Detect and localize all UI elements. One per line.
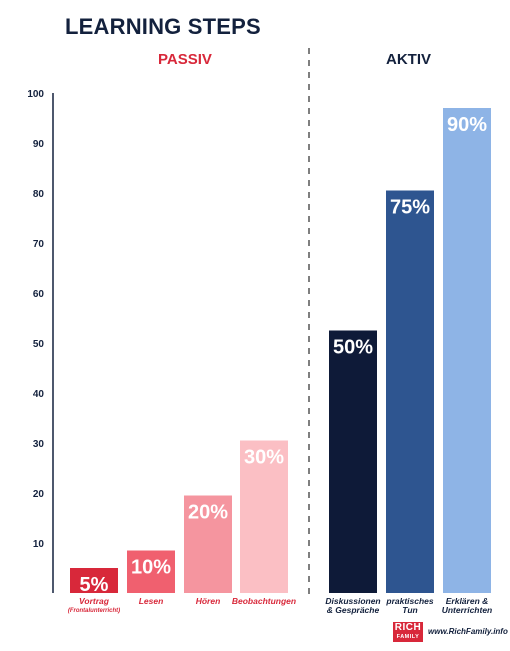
bar [240, 440, 288, 593]
logo-text-top: RICH [394, 622, 422, 633]
category-labels: Vortrag (Frontalunterricht) Lesen Hören Beob… [68, 596, 492, 615]
y-tick-label: 100 [27, 89, 44, 100]
y-tick-label: 50 [33, 339, 45, 350]
y-tick-label: 80 [33, 189, 45, 200]
y-tick-label: 70 [33, 239, 45, 250]
bar [329, 330, 377, 593]
bar [184, 495, 232, 593]
bars [70, 108, 491, 593]
category-label: Hören [196, 596, 221, 606]
category-label: & Gespräche [327, 605, 380, 615]
y-axis: 10 20 30 40 50 60 70 80 90 100 [27, 89, 54, 593]
category-label: (Frontalunterricht) [68, 608, 120, 614]
data-label: 20% [188, 502, 228, 524]
category-label: Tun [402, 605, 417, 615]
category-label: Vortrag [79, 596, 110, 606]
data-label: 5% [80, 574, 109, 596]
website-url: www.RichFamily.info [428, 627, 508, 636]
data-label: 50% [333, 337, 373, 359]
chart-title: LEARNING STEPS [65, 14, 261, 39]
bar [386, 190, 434, 593]
logo-text-bottom: FAMILY [396, 634, 420, 640]
category-label: Diskussionen [325, 596, 380, 606]
richfamily-logo: RICH FAMILY [393, 622, 423, 642]
data-label: 90% [447, 114, 487, 136]
passiv-heading: PASSIV [158, 51, 212, 68]
y-tick-label: 30 [33, 439, 45, 450]
aktiv-heading: AKTIV [386, 51, 431, 68]
y-tick-label: 60 [33, 289, 45, 300]
category-label: Lesen [139, 596, 164, 606]
category-label: Beobachtungen [232, 596, 296, 606]
y-tick-label: 40 [33, 389, 45, 400]
data-label: 10% [131, 557, 171, 579]
y-tick-label: 10 [33, 539, 45, 550]
y-tick-label: 20 [33, 489, 45, 500]
bar [70, 568, 118, 593]
data-labels: 5% 10% 20% 30% 50% 75% 90% [80, 114, 488, 596]
data-label: 30% [244, 447, 284, 469]
category-label: praktisches [385, 596, 434, 606]
data-label: 75% [390, 197, 430, 219]
bar [127, 550, 175, 593]
category-label: Erklären & [446, 596, 489, 606]
category-label: Unterrichten [442, 605, 493, 615]
bar [443, 108, 491, 593]
y-tick-label: 90 [33, 139, 45, 150]
